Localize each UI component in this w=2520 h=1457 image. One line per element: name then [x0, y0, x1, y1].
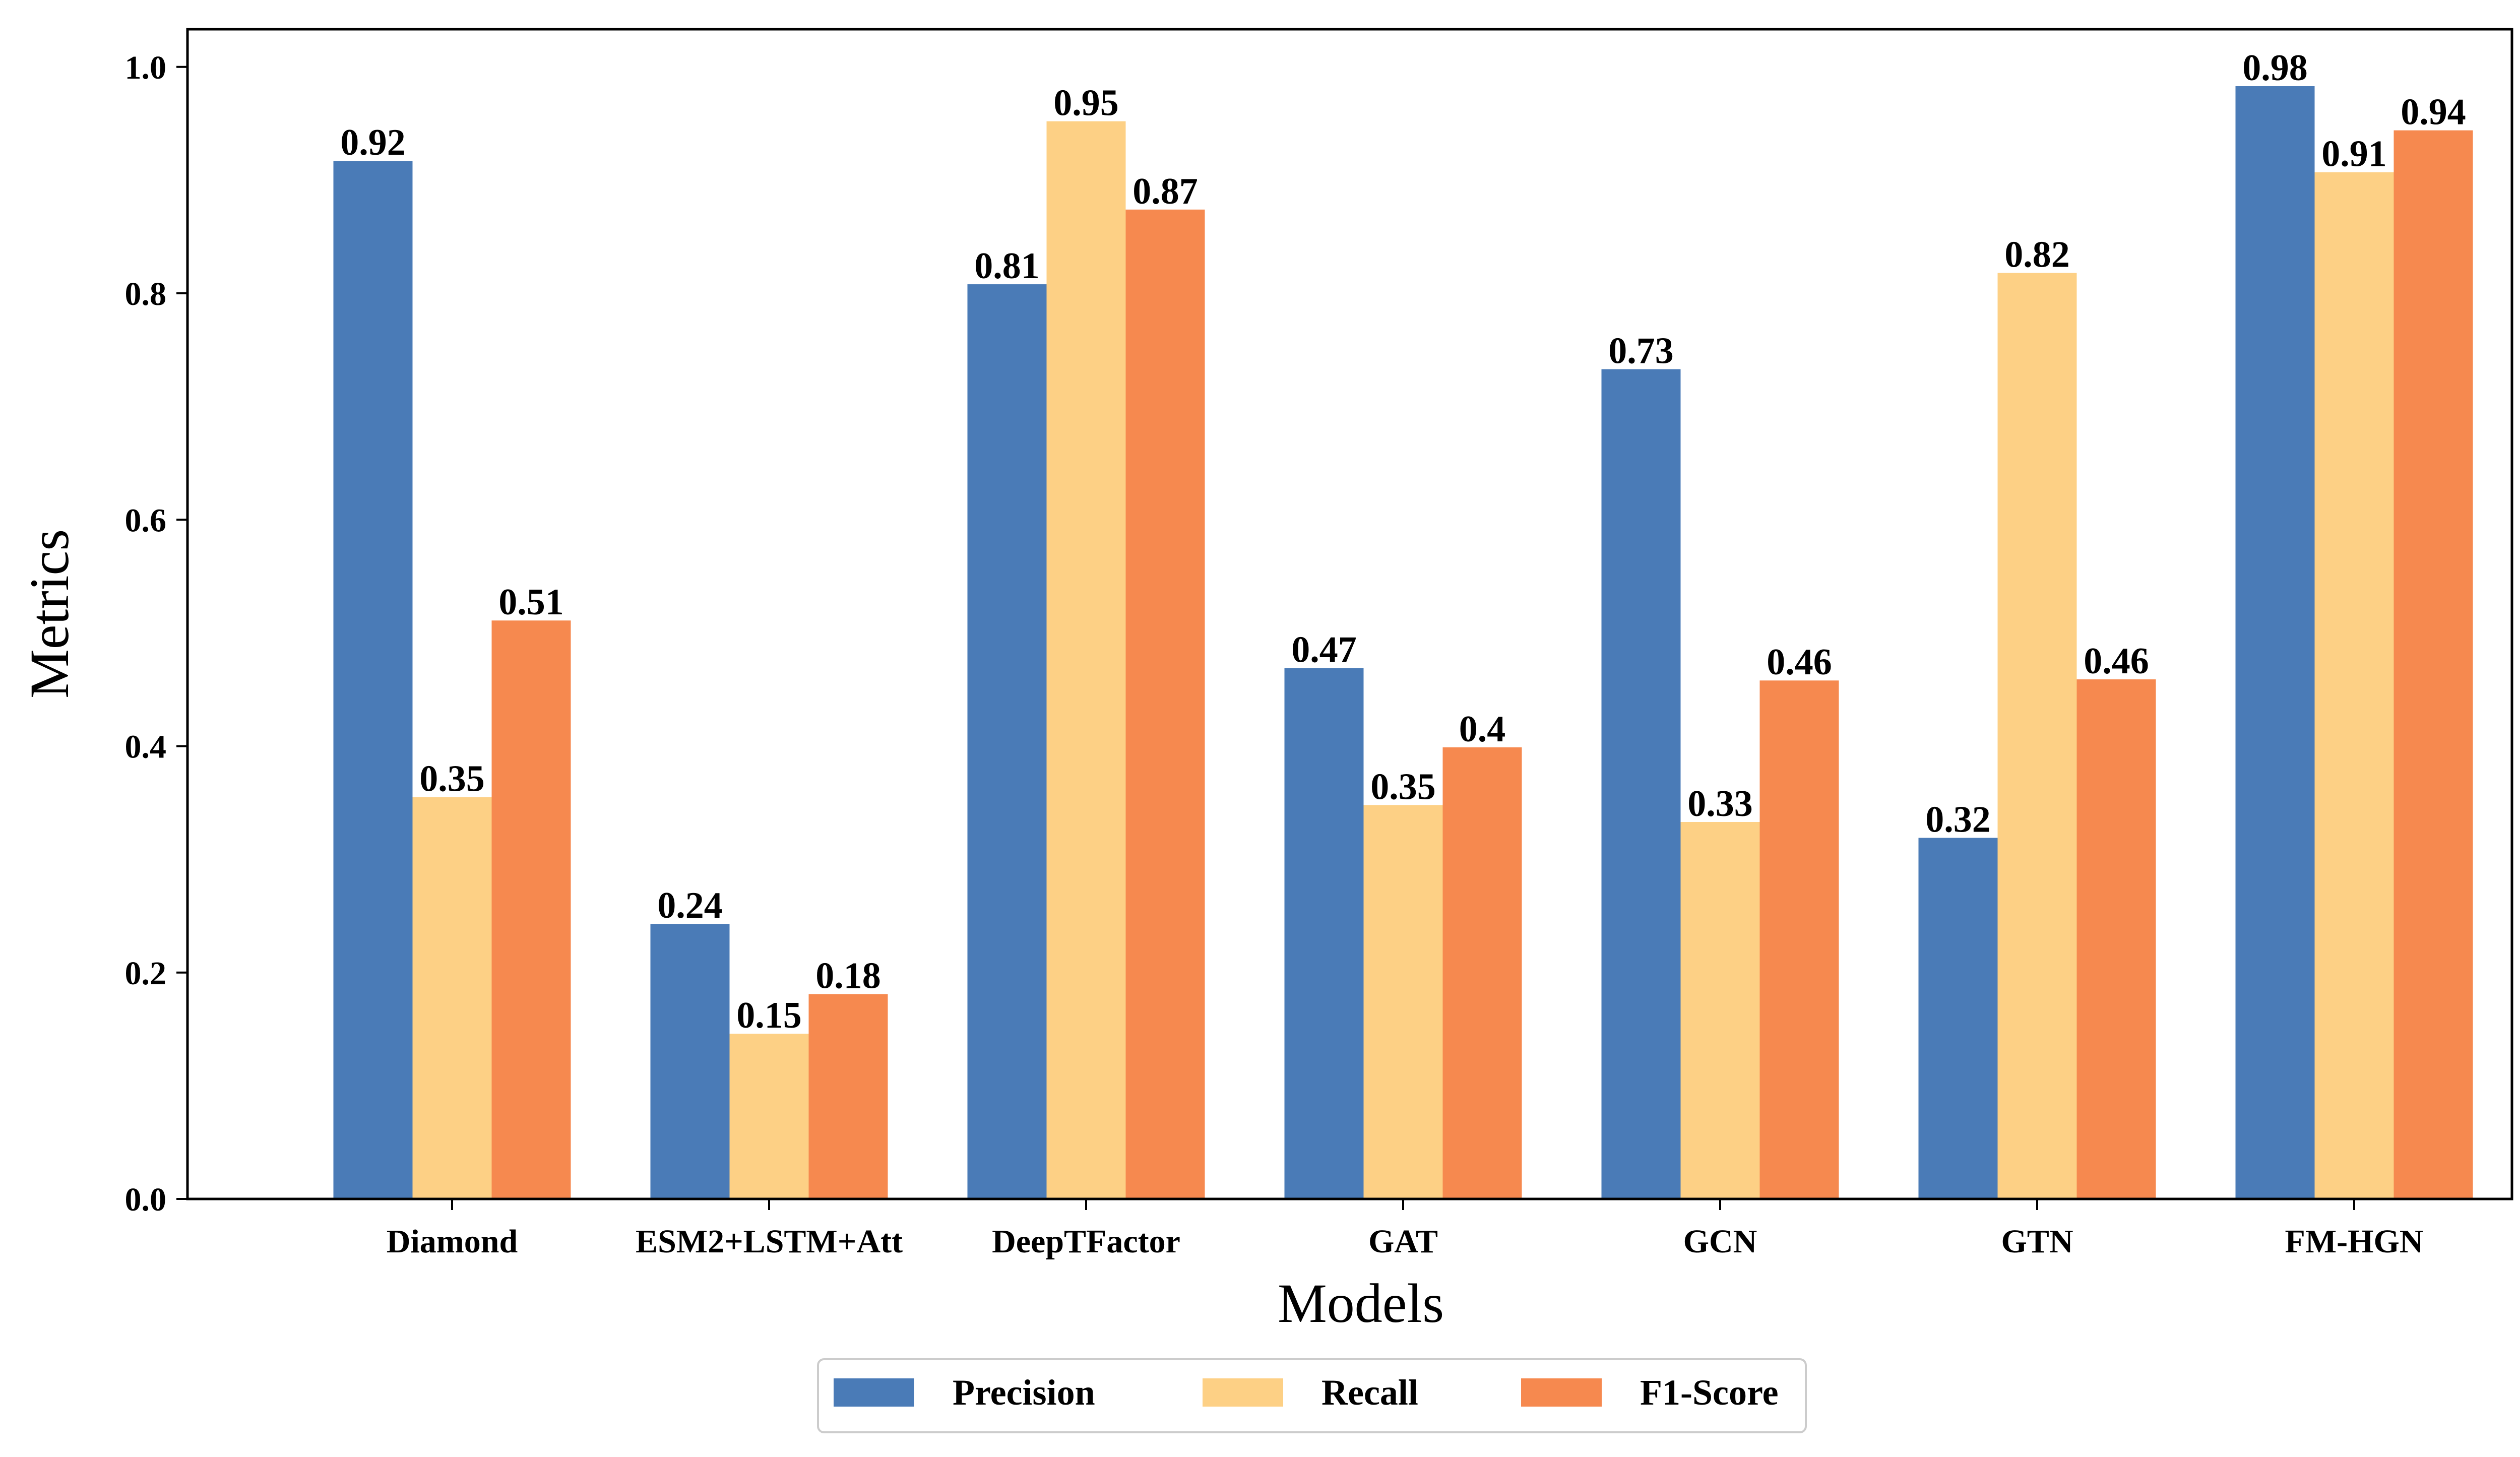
bar-precision-deeptfactor [967, 284, 1047, 1199]
x-tick-label: DeepTFactor [992, 1223, 1180, 1260]
x-tick-label: GCN [1683, 1223, 1757, 1260]
legend-frame [817, 1358, 1807, 1433]
bar-f1-score-fm-hgn [2393, 130, 2473, 1199]
data-label: 0.94 [2401, 92, 2466, 133]
data-label: 0.35 [419, 758, 485, 800]
x-tick-label: GTN [2001, 1223, 2073, 1260]
data-label: 0.87 [1132, 171, 1198, 212]
data-label: 0.98 [2242, 47, 2308, 89]
legend-swatch-recall [1203, 1378, 1283, 1407]
bar-precision-esm2+lstm+att [650, 924, 730, 1199]
y-axis: 0.0 0.2 0.4 0.6 0.8 1.0 [125, 49, 187, 1218]
data-label: 0.15 [736, 995, 802, 1036]
y-tick-label: 0.4 [125, 729, 167, 766]
y-tick-label: 1.0 [125, 49, 167, 86]
bar-precision-fm-hgn [2235, 86, 2315, 1199]
bar-precision-gat [1284, 668, 1364, 1199]
data-label: 0.46 [1767, 642, 1832, 683]
data-label: 0.18 [815, 955, 881, 996]
plot-frame [186, 28, 2513, 1200]
bar-f1-score-gtn [2076, 679, 2156, 1199]
data-labels-group: 0.92 0.35 0.51 0.24 0.15 0.18 0.81 0.95 0.87 0.47… [340, 47, 2466, 1036]
bar-recall-gcn [1680, 822, 1760, 1199]
bar-precision-diamond [333, 161, 413, 1199]
data-label: 0.95 [1053, 83, 1119, 124]
data-label: 0.35 [1370, 766, 1436, 807]
x-tick-label: GAT [1368, 1223, 1438, 1260]
data-label: 0.81 [974, 245, 1040, 287]
bar-recall-gtn [1997, 273, 2077, 1199]
data-label: 0.51 [498, 582, 564, 623]
x-tick-label: Diamond [387, 1223, 518, 1260]
bar-recall-deeptfactor [1046, 121, 1126, 1199]
bar-f1-score-deeptfactor [1125, 209, 1205, 1199]
x-tick-label: FM-HGN [2285, 1223, 2424, 1260]
data-label: 0.73 [1608, 331, 1674, 372]
data-label: 0.33 [1687, 783, 1753, 825]
bar-recall-diamond [412, 797, 492, 1199]
bar-recall-gat [1363, 805, 1443, 1199]
y-tick-label: 0.6 [125, 502, 167, 539]
data-label: 0.91 [2321, 134, 2387, 175]
x-axis: Diamond ESM2+LSTM+Att DeepTFactor GAT GCN GTN… [387, 1199, 2424, 1260]
x-tick-label: ESM2+LSTM+Att [636, 1223, 903, 1260]
bar-f1-score-esm2+lstm+att [808, 994, 888, 1199]
bar-f1-score-gcn [1759, 680, 1839, 1199]
y-tick-label: 0.8 [125, 276, 167, 312]
bar-recall-fm-hgn [2314, 172, 2394, 1199]
bars-group [333, 86, 2473, 1199]
y-axis-title: Metrics [19, 529, 80, 699]
bar-precision-gcn [1601, 369, 1681, 1199]
data-label: 0.47 [1291, 629, 1357, 671]
legend-swatch-f1-score [1521, 1378, 1602, 1407]
bar-recall-esm2+lstm+att [729, 1034, 809, 1199]
y-tick-label: 0.2 [125, 955, 167, 992]
bar-f1-score-diamond [491, 620, 571, 1199]
data-label: 0.82 [2004, 234, 2070, 276]
legend-label-recall: Recall [1321, 1372, 1418, 1413]
x-axis-title: Models [1278, 1273, 1444, 1334]
data-label: 0.92 [340, 122, 406, 163]
legend-swatch-precision [834, 1378, 914, 1407]
legend-label-f1-score: F1-Score [1640, 1372, 1779, 1413]
data-label: 0.32 [1925, 799, 1991, 840]
legend-label-precision: Precision [953, 1372, 1095, 1413]
bar-f1-score-gat [1442, 747, 1522, 1199]
y-tick-label: 0.0 [125, 1181, 167, 1218]
data-label: 0.46 [2084, 641, 2149, 682]
bar-precision-gtn [1918, 838, 1998, 1199]
data-label: 0.4 [1459, 709, 1506, 750]
legend: Precision Recall F1-Score [817, 1358, 1807, 1433]
data-label: 0.24 [657, 885, 723, 926]
